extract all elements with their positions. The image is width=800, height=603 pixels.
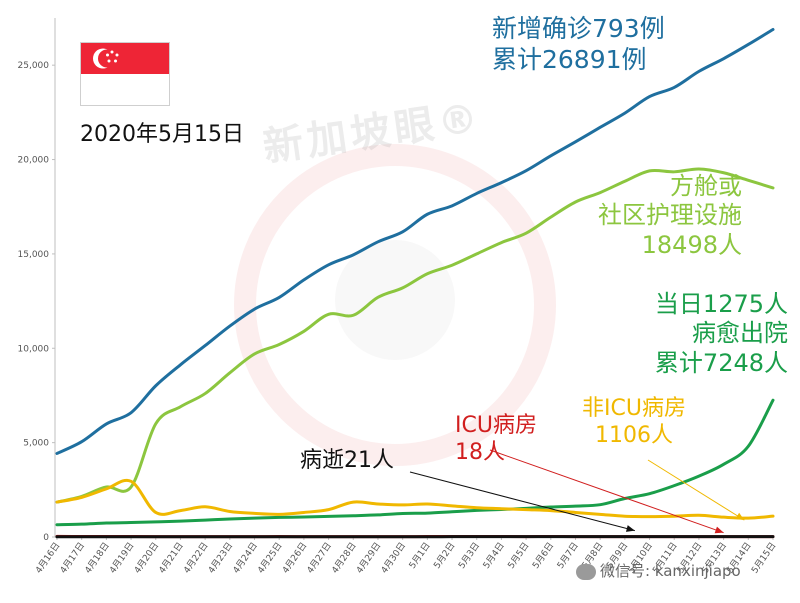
community-line-1: 方舱或	[670, 172, 742, 200]
community-line-2: 社区护理设施	[598, 201, 742, 230]
icu-arrow	[489, 449, 724, 534]
y-tick-label: 10,000	[18, 344, 50, 354]
series-line-non_icu	[55, 478, 775, 520]
x-tick-label: 5月15日	[749, 540, 778, 575]
icu-line-2: 18人	[455, 439, 505, 465]
x-tick-label: 4月30日	[379, 540, 408, 575]
non-icu-arrow	[647, 459, 745, 521]
x-tick-label: 5月5日	[506, 540, 532, 570]
deaths-line-1: 病逝21人	[300, 448, 394, 473]
wechat-watermark: 微信号: kanxinjiapo	[576, 560, 741, 581]
x-tick-label: 5月6日	[530, 540, 556, 570]
deaths-arrow	[409, 471, 635, 532]
y-tick-label: 25,000	[18, 61, 50, 71]
series-layer	[55, 27, 775, 539]
y-tick-label: 5,000	[23, 439, 49, 449]
wechat-text: 微信号: kanxinjiapo	[600, 562, 741, 580]
x-tick-label: 5月1日	[407, 540, 433, 570]
icu-annotation: ICU病房 18人	[455, 413, 537, 467]
singapore-flag-icon	[80, 42, 170, 106]
non-icu-line-2: 1106人	[594, 422, 673, 448]
discharged-annotation: 当日1275人 病愈出院 累计7248人	[655, 290, 788, 378]
series-line-community	[55, 167, 775, 504]
x-tick-label: 5月3日	[456, 540, 482, 570]
series-line-discharged	[55, 398, 775, 527]
confirmed-annotation: 新增确诊793例 累计26891例	[492, 14, 665, 75]
y-tick-label: 20,000	[18, 156, 50, 166]
confirmed-line-1: 新增确诊793例	[492, 14, 665, 43]
icu-arrow-head	[714, 526, 724, 534]
date-label: 2020年5月15日	[80, 122, 244, 147]
discharged-line-2: 病愈出院	[692, 319, 788, 348]
series-line-confirmed	[55, 27, 775, 455]
y-tick-label: 15,000	[18, 250, 50, 260]
icu-line-1: ICU病房	[455, 413, 537, 438]
wechat-icon	[576, 563, 596, 580]
x-tick-label: 5月4日	[481, 540, 507, 570]
non-icu-line-1: 非ICU病房	[582, 396, 686, 421]
x-tick-label: 5月2日	[432, 540, 458, 570]
discharged-line-3: 累计7248人	[654, 348, 788, 377]
non-icu-annotation: 非ICU病房 1106人	[582, 396, 686, 450]
non-icu-arrow-head	[735, 512, 745, 521]
deaths-arrow-head	[625, 525, 635, 532]
watermark-circle	[234, 144, 556, 466]
confirmed-line-2: 累计26891例	[492, 44, 647, 74]
deaths-annotation: 病逝21人	[300, 448, 394, 475]
discharged-line-1: 当日1275人	[654, 290, 788, 318]
y-tick-label: 0	[43, 533, 49, 543]
annotation-arrows	[409, 449, 745, 534]
community-line-3: 18498人	[641, 230, 742, 259]
community-annotation: 方舱或 社区护理设施 18498人	[598, 172, 742, 260]
